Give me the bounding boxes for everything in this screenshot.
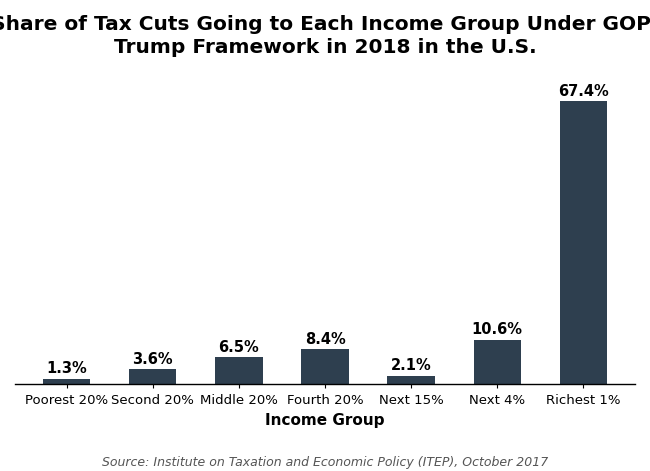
Bar [302, 349, 348, 384]
Bar [43, 379, 90, 384]
Text: 2.1%: 2.1% [391, 358, 432, 373]
Text: 1.3%: 1.3% [46, 361, 87, 376]
Text: 6.5%: 6.5% [218, 340, 259, 355]
Text: 3.6%: 3.6% [133, 352, 173, 367]
Title: Share of Tax Cuts Going to Each Income Group Under GOP-
Trump Framework in 2018 : Share of Tax Cuts Going to Each Income G… [0, 15, 650, 57]
Text: 10.6%: 10.6% [472, 323, 523, 337]
Bar [560, 101, 607, 384]
Bar [215, 357, 263, 384]
Text: Source: Institute on Taxation and Economic Policy (ITEP), October 2017: Source: Institute on Taxation and Econom… [102, 455, 548, 469]
X-axis label: Income Group: Income Group [265, 413, 385, 428]
Bar [129, 369, 176, 384]
Bar [474, 340, 521, 384]
Text: 8.4%: 8.4% [305, 332, 345, 347]
Bar [387, 376, 435, 384]
Text: 67.4%: 67.4% [558, 84, 608, 99]
